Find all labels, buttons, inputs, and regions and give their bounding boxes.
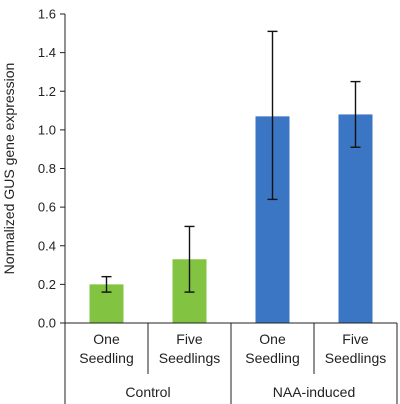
y-tick-label: 1.6 <box>38 7 56 22</box>
x-axis-labels: One Seedling Five Seedlings One Seedling Five S… <box>79 331 386 400</box>
bars <box>89 114 373 323</box>
category-label: Seedling <box>245 350 300 366</box>
y-tick-label: 0.8 <box>38 161 56 176</box>
y-tick-label: 0.2 <box>38 277 56 292</box>
y-tick-label: 0.0 <box>38 316 56 331</box>
group-label: NAA-induced <box>273 384 356 400</box>
y-tick-label: 1.4 <box>38 45 56 60</box>
category-label: One <box>93 331 120 347</box>
bar <box>338 114 373 323</box>
error-bars <box>101 30 361 293</box>
y-tick-label: 1.0 <box>38 122 56 137</box>
category-label: Five <box>176 331 203 347</box>
y-tick-label: 0.4 <box>38 238 56 253</box>
group-label: Control <box>125 384 170 400</box>
y-axis-ticks: 0.0 0.2 0.4 0.6 0.8 1.0 1.2 1.4 1.6 <box>38 7 65 331</box>
category-label: Seedlings <box>325 350 387 366</box>
category-label: Seedlings <box>159 350 221 366</box>
axes <box>64 14 398 404</box>
y-tick-label: 0.6 <box>38 200 56 215</box>
category-label: One <box>259 331 286 347</box>
category-label: Seedling <box>79 350 134 366</box>
y-tick-label: 1.2 <box>38 84 56 99</box>
category-label: Five <box>342 331 369 347</box>
y-axis-title: Normalized GUS gene expression <box>1 63 17 275</box>
